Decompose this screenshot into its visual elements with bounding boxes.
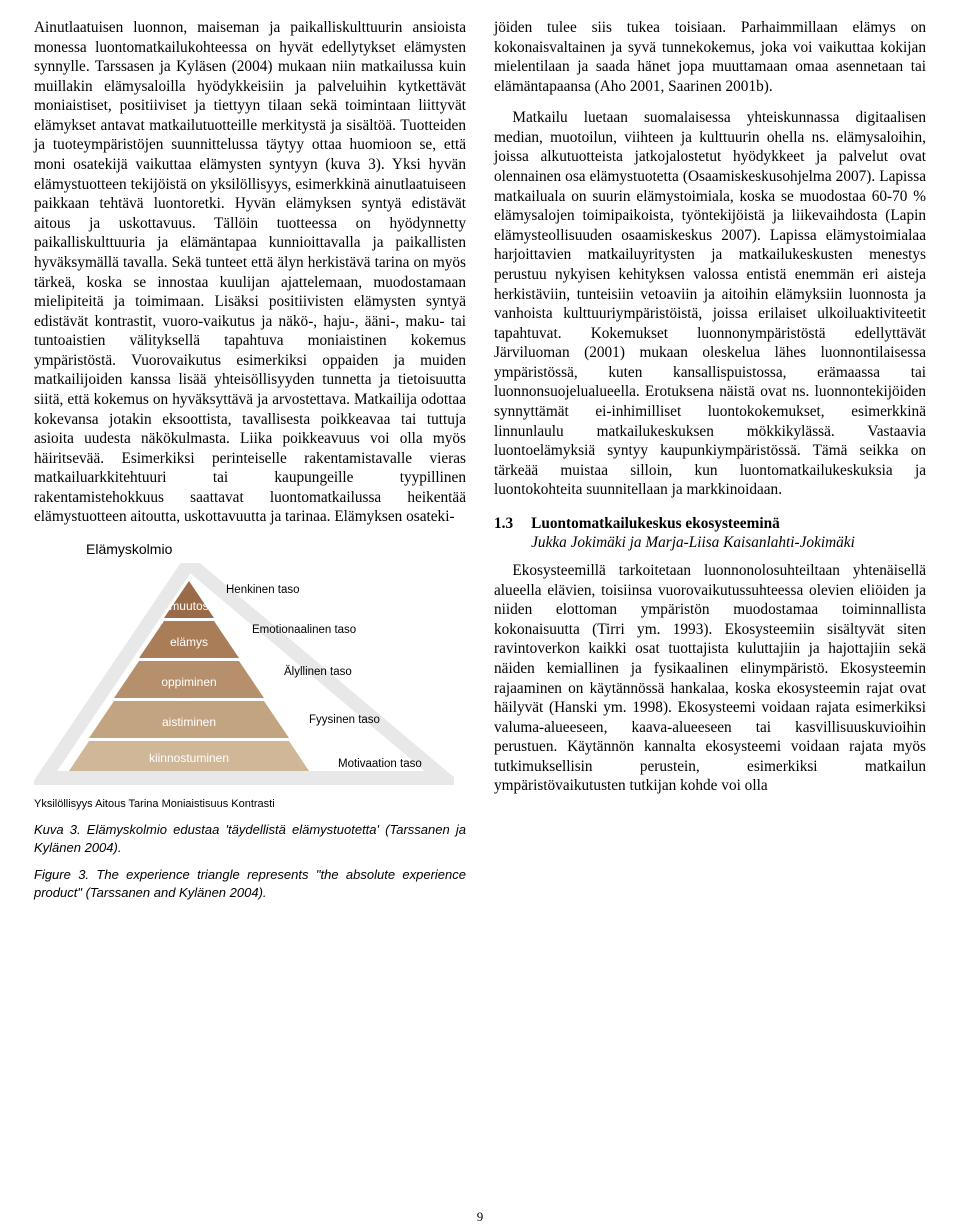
triangle-right-label-0: Henkinen taso [226,583,300,598]
triangle-level-label-3: aistiminen [129,715,249,730]
figure-caption-fi: Kuva 3. Elämyskolmio edustaa 'täydellist… [34,821,466,856]
triangle-base-labels: Yksilöllisyys Aitous Tarina Moniaistisuu… [34,797,466,811]
triangle-level-label-4: kiinnostuminen [129,751,249,766]
left-paragraph-1: Ainutlaatuisen luonnon, maiseman ja paik… [34,18,466,527]
section-heading-1-3: 1.3 Luontomatkailukeskus ekosysteeminä J… [494,514,926,553]
triangle-level-label-1: elämys [129,635,249,650]
right-para-3: Ekosysteemillä tarkoitetaan luonnonolosu… [494,561,926,796]
triangle-right-label-3: Fyysinen taso [309,713,380,728]
section-title: Luontomatkailukeskus ekosysteeminä [531,514,855,534]
right-column: jöiden tulee siis tukea toisiaan. Parhai… [494,18,926,901]
figure-caption-en: Figure 3. The experience triangle repres… [34,866,466,901]
triangle-right-label-1: Emotionaalinen taso [252,623,356,638]
figure-3: Elämyskolmio muutos elämys oppiminen ais… [34,541,466,901]
triangle-level-label-0: muutos [129,599,249,614]
section-number: 1.3 [494,514,513,553]
triangle-level-label-2: oppiminen [129,675,249,690]
triangle-right-label-2: Älyllinen taso [284,665,352,680]
right-para-continuation: jöiden tulee siis tukea toisiaan. Parhai… [494,18,926,96]
experience-triangle: muutos elämys oppiminen aistiminen kiinn… [34,563,454,793]
triangle-right-label-4: Motivaation taso [338,757,422,772]
figure-title: Elämyskolmio [86,541,466,559]
page-number: 9 [0,1209,960,1225]
left-column: Ainutlaatuisen luonnon, maiseman ja paik… [34,18,466,901]
right-para-2: Matkailu luetaan suomalaisessa yhteiskun… [494,108,926,500]
section-authors: Jukka Jokimäki ja Marja-Liisa Kaisanlaht… [531,533,855,553]
two-column-layout: Ainutlaatuisen luonnon, maiseman ja paik… [34,18,926,901]
